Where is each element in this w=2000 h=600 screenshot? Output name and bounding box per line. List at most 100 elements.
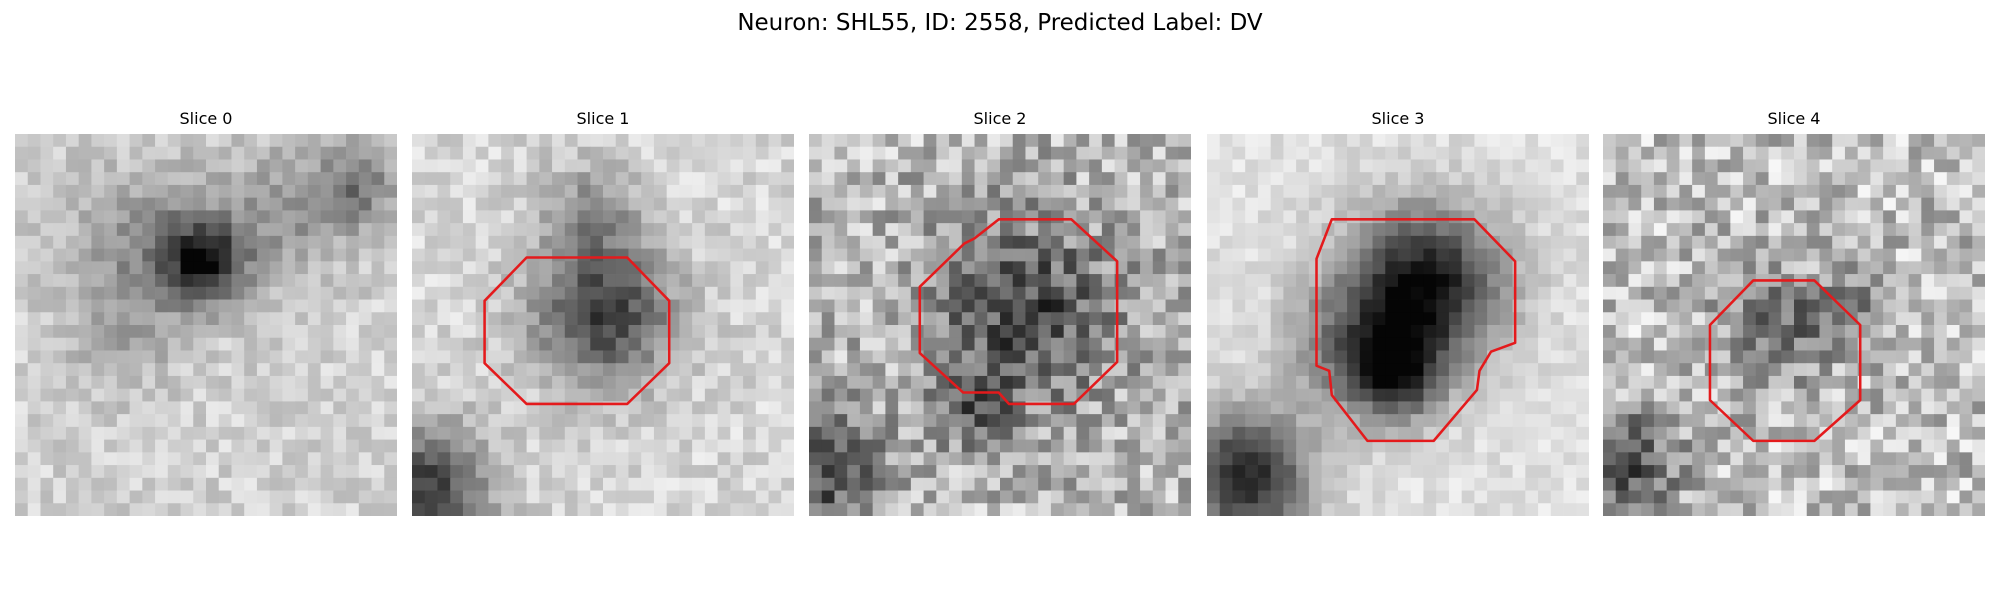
pixel xyxy=(1666,490,1680,504)
pixel xyxy=(987,210,1001,224)
pixel xyxy=(256,465,271,479)
pixel xyxy=(1334,134,1348,148)
pixel xyxy=(1219,414,1233,428)
pixel xyxy=(628,134,642,148)
pixel xyxy=(346,503,360,516)
pixel xyxy=(1359,274,1373,288)
pixel xyxy=(1089,159,1103,173)
pixel xyxy=(1525,146,1539,160)
pixel xyxy=(256,210,271,224)
pixel xyxy=(1283,439,1297,453)
pixel xyxy=(1641,134,1655,148)
pixel xyxy=(167,261,181,275)
pixel xyxy=(333,401,347,415)
pixel xyxy=(1474,426,1488,440)
pixel xyxy=(1628,134,1642,148)
pixel xyxy=(333,439,347,453)
pixel xyxy=(15,414,29,428)
pixel xyxy=(564,325,578,339)
pixel xyxy=(987,503,1001,516)
pixel xyxy=(256,159,271,173)
pixel xyxy=(987,312,1001,326)
pixel xyxy=(898,452,912,466)
pixel xyxy=(1499,312,1513,326)
pixel xyxy=(1308,197,1322,211)
pixel xyxy=(1219,490,1233,504)
pixel xyxy=(513,414,527,428)
pixel xyxy=(755,248,769,262)
pixel xyxy=(206,375,220,390)
pixel xyxy=(847,426,861,440)
pixel xyxy=(65,286,80,300)
pixel xyxy=(641,363,655,377)
pixel xyxy=(1603,490,1617,504)
pixel xyxy=(155,503,169,516)
pixel xyxy=(1972,261,1985,275)
pixel xyxy=(1436,363,1450,377)
pixel xyxy=(679,197,693,211)
pixel xyxy=(1755,363,1769,377)
pixel xyxy=(885,414,899,428)
pixel xyxy=(129,325,143,339)
pixel xyxy=(1832,452,1846,466)
pixel xyxy=(412,363,426,377)
pixel xyxy=(320,197,334,211)
pixel xyxy=(53,325,67,339)
pixel xyxy=(1641,426,1655,440)
pixel xyxy=(679,426,693,440)
pixel xyxy=(180,286,194,300)
pixel xyxy=(1127,439,1141,453)
pixel xyxy=(898,197,912,211)
pixel xyxy=(539,134,553,148)
pixel xyxy=(1436,274,1450,288)
pixel xyxy=(653,197,668,211)
figure-title: Neuron: SHL55, ID: 2558, Predicted Label… xyxy=(737,10,1263,36)
pixel xyxy=(1550,134,1564,148)
pixel xyxy=(501,401,515,415)
pixel xyxy=(1232,274,1246,288)
pixel xyxy=(1692,210,1706,224)
pixel xyxy=(1461,312,1475,326)
pixel xyxy=(1050,248,1065,262)
pixel xyxy=(1025,159,1039,173)
pixel xyxy=(40,363,54,377)
pixel xyxy=(155,388,169,402)
pixel xyxy=(641,350,655,364)
pixel xyxy=(475,363,489,377)
pixel xyxy=(834,426,848,440)
pixel xyxy=(218,388,232,402)
pixel xyxy=(1140,146,1154,160)
pixel xyxy=(53,261,67,275)
pixel xyxy=(1038,503,1052,516)
pixel xyxy=(1781,134,1795,148)
pixel xyxy=(1768,134,1782,148)
pixel xyxy=(1883,325,1897,339)
pixel xyxy=(450,363,464,377)
pixel xyxy=(1692,503,1706,516)
pixel xyxy=(129,184,143,199)
pixel xyxy=(1283,197,1297,211)
pixel xyxy=(628,414,642,428)
pixel xyxy=(704,235,718,249)
pixel xyxy=(961,452,975,466)
pixel xyxy=(666,172,680,186)
pixel xyxy=(1140,184,1154,199)
pixel xyxy=(180,197,194,211)
pixel xyxy=(167,337,181,351)
pixel xyxy=(552,414,566,428)
pixel xyxy=(129,261,143,275)
pixel xyxy=(1653,248,1668,262)
pixel xyxy=(1781,146,1795,160)
pixel xyxy=(1423,388,1437,402)
pixel xyxy=(155,426,169,440)
pixel xyxy=(590,299,604,313)
pixel xyxy=(603,261,617,275)
pixel xyxy=(603,248,617,262)
pixel xyxy=(1487,325,1501,339)
pixel xyxy=(142,159,156,173)
pixel xyxy=(295,172,309,186)
pixel xyxy=(1114,439,1128,453)
pixel xyxy=(1448,363,1463,377)
pixel xyxy=(1743,337,1757,351)
pixel xyxy=(1641,490,1655,504)
